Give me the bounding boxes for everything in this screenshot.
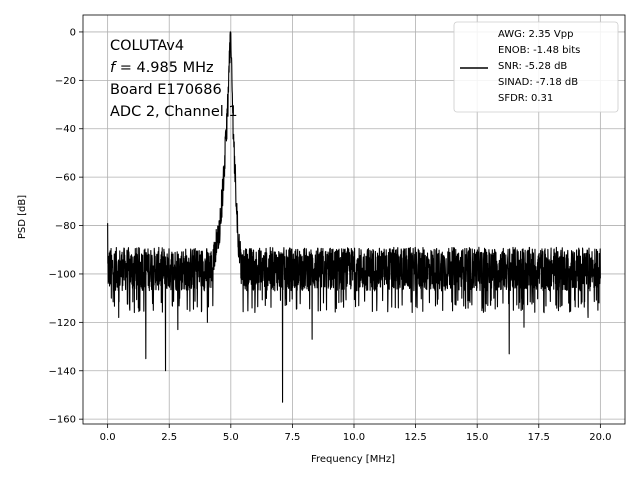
psd-series-line bbox=[107, 31, 601, 403]
x-tick-label: 15.0 bbox=[466, 432, 488, 443]
series-group bbox=[107, 31, 601, 403]
x-tick-label: 12.5 bbox=[404, 432, 426, 443]
x-tick-label: 10.0 bbox=[343, 432, 365, 443]
x-ticks: 0.0 2.5 5.0 7.5 10.0 12.5 15.0 17.5 20.0 bbox=[100, 424, 611, 443]
y-tick-label: 0 bbox=[70, 27, 76, 38]
annotation-frequency: f = 4.985 MHz bbox=[110, 60, 214, 76]
annotation-frequency-symbol: f bbox=[110, 60, 117, 76]
x-tick-label: 0.0 bbox=[100, 432, 116, 443]
legend-sfdr: SFDR: 0.31 bbox=[498, 93, 553, 104]
y-ticks: 0 −20 −40 −60 −80 −100 −120 −140 −160 bbox=[49, 27, 83, 426]
x-tick-label: 5.0 bbox=[223, 432, 239, 443]
legend-enob: ENOB: -1.48 bits bbox=[498, 45, 580, 56]
y-tick-label: −100 bbox=[49, 269, 76, 280]
annotation-chip-name: COLUTAv4 bbox=[110, 38, 184, 54]
y-tick-label: −80 bbox=[55, 221, 76, 232]
x-tick-label: 7.5 bbox=[284, 432, 300, 443]
x-axis-label: Frequency [MHz] bbox=[311, 454, 395, 465]
y-tick-label: −20 bbox=[55, 76, 76, 87]
x-tick-label: 20.0 bbox=[589, 432, 611, 443]
y-tick-label: −160 bbox=[49, 415, 76, 426]
annotation-board: Board E170686 bbox=[110, 82, 222, 98]
legend-box bbox=[453, 21, 619, 113]
y-tick-label: −60 bbox=[55, 173, 76, 184]
chart-annotation: COLUTAv4 f = 4.985 MHz Board E170686 ADC… bbox=[110, 38, 238, 120]
y-tick-label: −40 bbox=[55, 124, 76, 135]
legend-snr: SNR: -5.28 dB bbox=[498, 61, 567, 72]
legend-sinad: SINAD: -7.18 dB bbox=[498, 77, 578, 88]
y-axis-label: PSD [dB] bbox=[17, 195, 28, 239]
x-tick-label: 2.5 bbox=[161, 432, 177, 443]
annotation-channel: ADC 2, Channel 1 bbox=[110, 104, 238, 120]
x-tick-label: 17.5 bbox=[528, 432, 550, 443]
legend: AWG: 2.35 Vpp ENOB: -1.48 bits SNR: -5.2… bbox=[453, 21, 619, 113]
legend-awg: AWG: 2.35 Vpp bbox=[498, 29, 573, 40]
y-tick-label: −140 bbox=[49, 366, 76, 377]
y-tick-label: −120 bbox=[49, 318, 76, 329]
annotation-frequency-value: = 4.985 MHz bbox=[115, 60, 214, 76]
